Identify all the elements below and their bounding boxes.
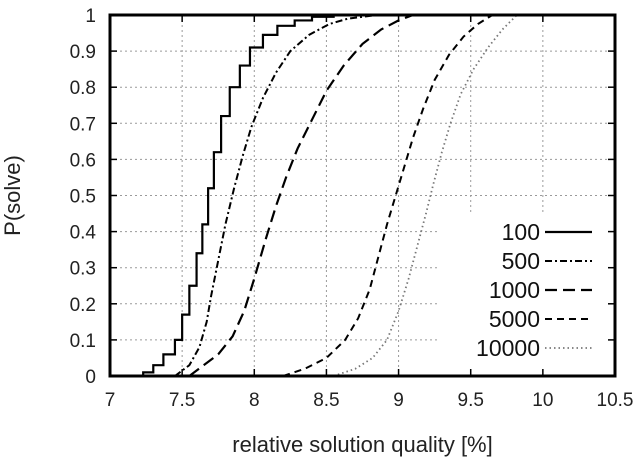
- series-line-100: [142, 13, 363, 376]
- x-tick-label: 10.5: [597, 390, 634, 411]
- y-tick-label: 0.5: [70, 187, 96, 208]
- series-line-1000: [188, 13, 414, 377]
- x-tick-label: 10: [532, 390, 553, 411]
- x-tick-label: 8.5: [313, 390, 339, 411]
- legend: 100 500 1000 5000 10000: [476, 219, 592, 361]
- tick-labels: 7 7.5 8 8.5 9 9.5 10 10.5 0 0.1 0.2 0.3 0.4 0.5 0.6 0.7…: [70, 6, 634, 411]
- legend-label-100: 100: [502, 219, 540, 245]
- y-axis-label: P(solve): [0, 155, 25, 236]
- y-tick-label: 0.6: [70, 150, 96, 171]
- y-tick-label: 0.9: [70, 42, 96, 63]
- x-tick-label: 9.5: [458, 390, 484, 411]
- y-tick-label: 0.3: [70, 259, 96, 280]
- y-tick-label: 1: [85, 6, 96, 27]
- series-line-500: [174, 14, 378, 377]
- x-tick-label: 9: [393, 390, 404, 411]
- y-tick-label: 0: [85, 367, 96, 388]
- legend-label-1000: 1000: [489, 277, 540, 303]
- legend-label-500: 500: [502, 248, 540, 274]
- legend-label-10000: 10000: [476, 335, 540, 361]
- axis-ticks: [109, 14, 616, 377]
- x-tick-label: 7: [105, 390, 116, 411]
- x-tick-label: 7.5: [169, 390, 195, 411]
- y-tick-label: 0.2: [70, 295, 96, 316]
- series-line-10000: [333, 14, 518, 377]
- y-tick-label: 0.8: [70, 78, 96, 99]
- x-axis-label: relative solution quality [%]: [232, 432, 492, 457]
- x-tick-label: 8: [249, 390, 260, 411]
- y-tick-label: 0.1: [70, 331, 96, 352]
- y-tick-label: 0.7: [70, 114, 96, 135]
- series-line-5000: [282, 14, 493, 377]
- series-lines: [142, 13, 518, 377]
- legend-label-5000: 5000: [489, 306, 540, 332]
- y-tick-label: 0.4: [70, 223, 97, 244]
